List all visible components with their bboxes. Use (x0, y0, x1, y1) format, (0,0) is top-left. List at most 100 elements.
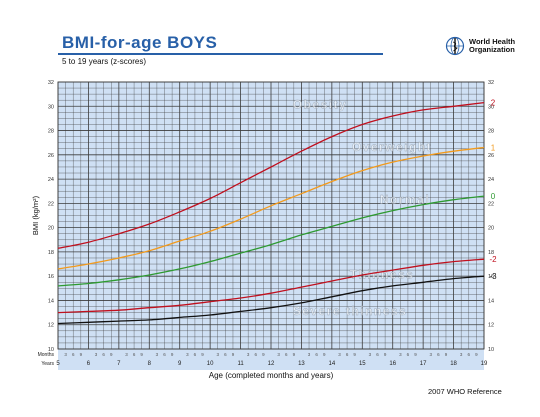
y-tick-label-left: 30 (48, 104, 54, 110)
who-emblem-icon (445, 36, 465, 56)
series-label-2: 2 (491, 99, 496, 108)
y-tick-label-right: 28 (488, 129, 494, 135)
month-tick-label: 3 (399, 352, 402, 357)
year-tick-label: 15 (359, 361, 366, 367)
month-tick-label: 6 (163, 352, 166, 357)
month-tick-label: 3 (277, 352, 280, 357)
month-tick-label: 6 (437, 352, 440, 357)
y-tick-label-right: 26 (488, 153, 494, 159)
month-tick-label: 6 (224, 352, 227, 357)
zone-label-4: Severe thinness (293, 304, 408, 318)
y-tick-label-right: 10 (488, 347, 494, 353)
series-line-1 (57, 146, 485, 270)
series-line--3 (57, 275, 485, 325)
series-label-1: 1 (491, 144, 496, 153)
series-line-2 (57, 101, 485, 249)
year-tick-label: 14 (329, 361, 336, 367)
y-tick-label-right: 16 (488, 274, 494, 280)
month-tick-label: 9 (140, 352, 143, 357)
month-tick-label: 6 (346, 352, 349, 357)
reference-note: 2007 WHO Reference (428, 387, 502, 396)
year-tick-label: 9 (178, 361, 182, 367)
y-tick-label-left: 32 (48, 80, 54, 86)
month-tick-label: 9 (80, 352, 83, 357)
y-tick-label-right: 12 (488, 323, 494, 329)
y-tick-label-right: 22 (488, 201, 494, 207)
month-tick-label: 6 (376, 352, 379, 357)
zone-label-3: Thinness (350, 268, 415, 282)
who-logo: World Health Organization (445, 36, 515, 56)
chart-subtitle: 5 to 19 years (z-scores) (62, 57, 147, 66)
month-tick-label: 6 (133, 352, 136, 357)
month-tick-label: 3 (308, 352, 311, 357)
y-tick-label-right: 32 (488, 80, 494, 86)
month-tick-label: 9 (293, 352, 296, 357)
y-tick-label-left: 14 (48, 298, 54, 304)
y-tick-label-left: 24 (48, 177, 54, 183)
year-tick-label: 12 (268, 361, 275, 367)
month-tick-label: 9 (262, 352, 265, 357)
logo-line-1: World Health (469, 37, 516, 46)
month-tick-label: 9 (414, 352, 417, 357)
month-tick-label: 6 (407, 352, 410, 357)
month-tick-label: 6 (194, 352, 197, 357)
month-tick-label: 3 (64, 352, 67, 357)
logo-line-2: Organization (469, 45, 515, 54)
y-axis-label: BMI (kg/m²) (31, 195, 40, 235)
year-tick-label: 7 (117, 361, 121, 367)
month-tick-label: 6 (102, 352, 105, 357)
series-label--2: -2 (489, 255, 497, 264)
title-rule (58, 53, 383, 55)
month-tick-label: 6 (285, 352, 288, 357)
month-tick-label: 3 (429, 352, 432, 357)
month-tick-label: 9 (475, 352, 478, 357)
month-tick-label: 6 (468, 352, 471, 357)
year-tick-label: 11 (237, 361, 244, 367)
y-tick-label-left: 28 (48, 129, 54, 135)
year-tick-label: 18 (450, 361, 457, 367)
y-tick-label-left: 20 (48, 226, 54, 232)
series-line--2 (57, 258, 485, 314)
month-tick-label: 9 (171, 352, 174, 357)
y-tick-label-left: 26 (48, 153, 54, 159)
x-axis-label: Age (completed months and years) (209, 371, 334, 380)
years-row-label: Years (41, 361, 54, 367)
month-tick-label: 9 (323, 352, 326, 357)
plot-border (57, 81, 485, 350)
month-tick-label: 3 (247, 352, 250, 357)
month-tick-label: 6 (255, 352, 258, 357)
year-tick-label: 19 (481, 361, 488, 367)
month-tick-label: 9 (232, 352, 235, 357)
series-label--3: -3 (489, 272, 497, 281)
y-tick-label-right: 20 (488, 226, 494, 232)
month-tick-label: 6 (72, 352, 75, 357)
month-tick-label: 3 (95, 352, 98, 357)
zone-label-0: Obesity (293, 98, 348, 112)
year-tick-label: 6 (87, 361, 91, 367)
year-tick-label: 16 (389, 361, 396, 367)
y-tick-label-right: 18 (488, 250, 494, 256)
y-tick-label-left: 12 (48, 323, 54, 329)
y-tick-label-right: 24 (488, 177, 494, 183)
series-line-0 (57, 195, 485, 287)
month-tick-label: 3 (338, 352, 341, 357)
month-tick-label: 9 (201, 352, 204, 357)
year-tick-label: 8 (148, 361, 152, 367)
chart-title: BMI-for-age BOYS (62, 33, 218, 52)
year-tick-label: 5 (56, 361, 60, 367)
month-tick-label: 3 (460, 352, 463, 357)
series-label-0: 0 (491, 192, 496, 201)
month-tick-label: 3 (369, 352, 372, 357)
months-row-label: Months (38, 352, 55, 358)
month-tick-label: 3 (125, 352, 128, 357)
month-tick-label: 3 (156, 352, 159, 357)
year-tick-label: 17 (420, 361, 427, 367)
month-tick-label: 3 (186, 352, 189, 357)
year-tick-label: 13 (298, 361, 305, 367)
y-tick-label-left: 16 (48, 274, 54, 280)
month-tick-label: 9 (445, 352, 448, 357)
y-tick-label-left: 10 (48, 347, 54, 353)
y-tick-label-right: 30 (488, 104, 494, 110)
month-tick-label: 9 (384, 352, 387, 357)
